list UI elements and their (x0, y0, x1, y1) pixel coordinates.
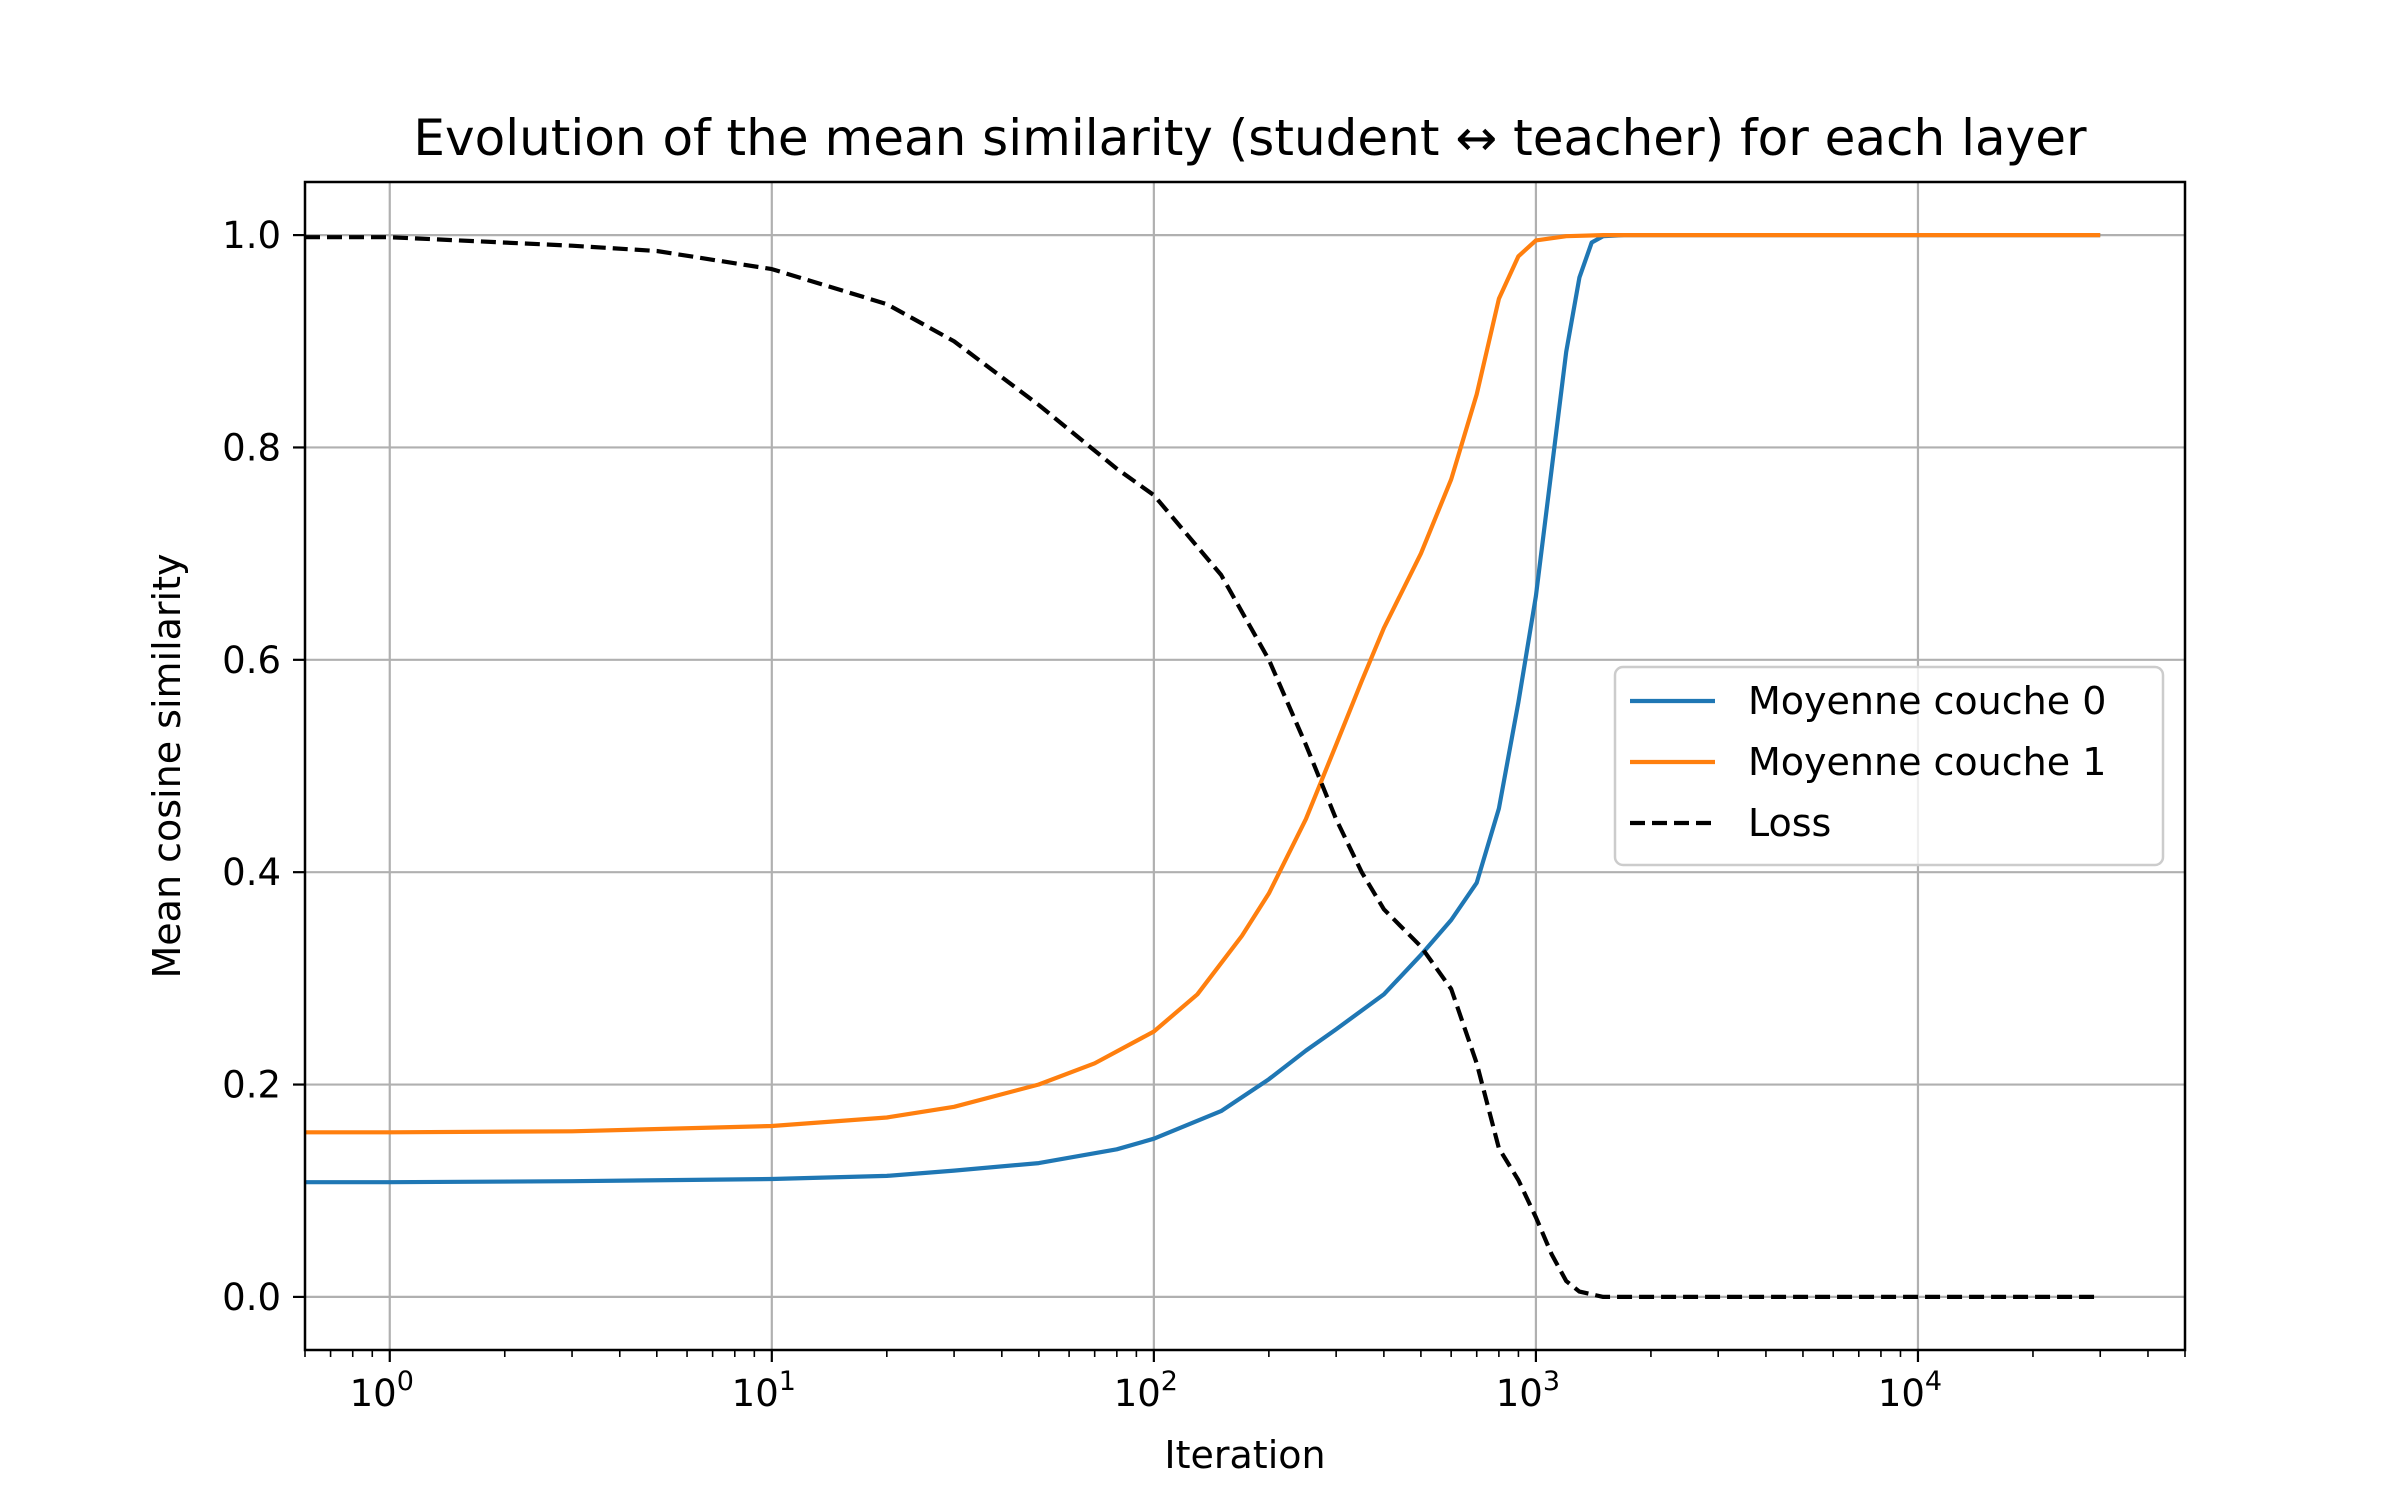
x-tick-label: 101 (732, 1366, 796, 1415)
legend-label: Moyenne couche 0 (1748, 679, 2106, 723)
x-tick-label: 100 (350, 1366, 414, 1415)
x-tick-label-exponent: 2 (1161, 1366, 1178, 1397)
x-tick-label: 102 (1114, 1366, 1178, 1415)
series-line-moyenne-couche-1 (305, 233, 2101, 1135)
x-tick-label-base: 10 (1878, 1372, 1925, 1415)
x-tick-label-base: 10 (350, 1372, 397, 1415)
y-axis-label: Mean cosine similarity (145, 554, 189, 979)
x-tick-label-base: 10 (1496, 1372, 1543, 1415)
x-tick-label-base: 10 (732, 1372, 779, 1415)
x-tick-label: 104 (1878, 1366, 1942, 1415)
legend-label: Moyenne couche 1 (1748, 740, 2106, 784)
legend-label: Loss (1748, 801, 1831, 845)
x-tick-label-base: 10 (1114, 1372, 1161, 1415)
plot-frame (303, 180, 2187, 1352)
series-line-loss (305, 235, 2101, 1300)
y-tick-label: 1.0 (222, 214, 281, 257)
legend-box (1613, 665, 2165, 867)
y-tick-label: 0.2 (222, 1064, 281, 1107)
x-tick-label-exponent: 3 (1543, 1366, 1560, 1397)
chart-title: Evolution of the mean similarity (studen… (413, 109, 2087, 167)
y-tick-label: 0.6 (222, 639, 281, 682)
legend: Moyenne couche 0 Moyenne couche 1 Loss (1613, 665, 2165, 867)
series-line-moyenne-couche-0 (305, 233, 2101, 1185)
x-tick-label-exponent: 4 (1925, 1366, 1942, 1397)
y-tick-label: 0.8 (222, 426, 281, 469)
x-tick-label: 103 (1496, 1366, 1560, 1415)
x-axis-label: Iteration (1164, 1433, 1325, 1477)
plot-series (305, 233, 2101, 1300)
y-tick-label: 0.4 (222, 851, 281, 894)
y-tick-label: 0.0 (222, 1276, 281, 1319)
x-tick-label-exponent: 0 (397, 1366, 414, 1397)
x-tick-label-exponent: 1 (779, 1366, 796, 1397)
